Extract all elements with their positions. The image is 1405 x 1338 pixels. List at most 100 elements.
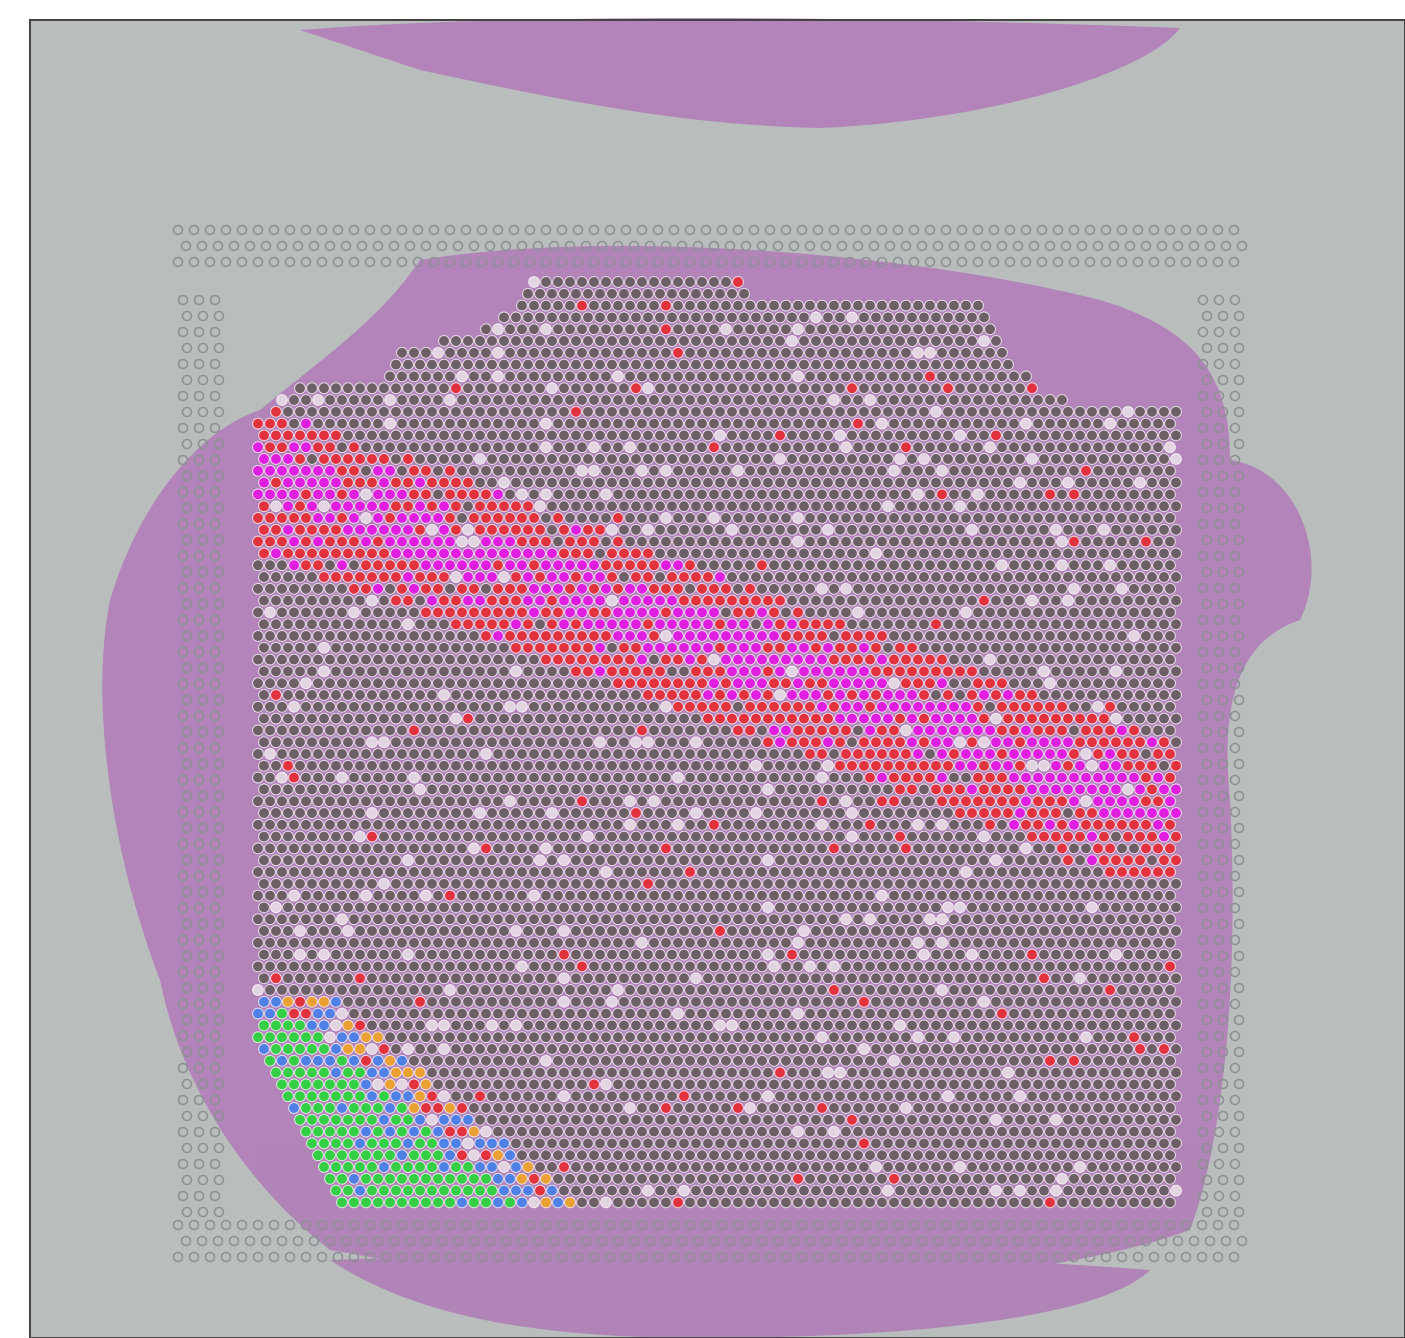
spot [354, 854, 366, 867]
fiducial [1197, 550, 1209, 562]
fiducial [708, 1235, 720, 1247]
spot [924, 913, 936, 926]
spot [426, 830, 438, 843]
spot [1092, 913, 1104, 926]
spot [732, 630, 744, 642]
spot [378, 405, 390, 418]
spot [576, 936, 588, 949]
spot [852, 346, 864, 359]
spot [618, 476, 630, 489]
spot [702, 476, 714, 489]
spot [336, 417, 348, 430]
spot [996, 700, 1008, 713]
spot [774, 523, 786, 536]
spot [1098, 807, 1110, 819]
spot [468, 535, 480, 548]
spot [432, 370, 444, 383]
spot [1110, 689, 1122, 701]
spot [444, 700, 456, 713]
spot [588, 889, 600, 902]
fiducial [1217, 630, 1229, 642]
fiducial [197, 342, 209, 354]
spot [300, 464, 312, 477]
spot [654, 523, 666, 536]
spot [384, 441, 396, 454]
spot [918, 689, 930, 701]
spot [294, 665, 306, 678]
spot [960, 795, 972, 808]
spot [1122, 618, 1134, 631]
spot [618, 618, 630, 631]
spot [978, 476, 990, 489]
spot [480, 606, 492, 619]
spot [330, 689, 342, 701]
spot [408, 795, 420, 808]
spot [1152, 464, 1164, 477]
spot [1044, 795, 1056, 808]
spot [1092, 748, 1104, 760]
fiducial [540, 256, 552, 268]
spot [732, 488, 744, 501]
spot [570, 854, 582, 867]
spot [300, 866, 312, 878]
spot [966, 500, 978, 513]
spot [1140, 582, 1152, 595]
fiducial [460, 1251, 472, 1263]
spot [702, 311, 714, 324]
spot [636, 960, 648, 973]
spot [702, 429, 714, 442]
fiducial [1028, 240, 1040, 252]
fiducial [1233, 1174, 1245, 1186]
spot [642, 287, 654, 300]
spot [300, 417, 312, 430]
fiducial [956, 256, 968, 268]
spot [750, 948, 762, 961]
spot [390, 594, 402, 607]
spot [822, 571, 834, 583]
spot [282, 783, 294, 796]
spot [738, 948, 750, 961]
fiducial [1197, 582, 1209, 594]
fiducial [193, 358, 205, 370]
spot [288, 441, 300, 454]
fiducial [1172, 1235, 1184, 1247]
spot [1116, 606, 1128, 619]
spot [660, 748, 672, 760]
spot [750, 335, 762, 347]
spot [786, 358, 798, 371]
spot [960, 299, 972, 312]
spot [408, 818, 420, 831]
spot [1068, 795, 1080, 808]
spot [636, 535, 648, 548]
fiducial [213, 662, 225, 674]
spot [318, 405, 330, 418]
spot [354, 901, 366, 914]
spot [816, 370, 828, 383]
spot [474, 571, 486, 583]
spot [966, 877, 978, 890]
spot [804, 559, 816, 572]
spot [798, 925, 810, 937]
spot [690, 618, 702, 631]
fiducial [193, 326, 205, 338]
spot [480, 960, 492, 973]
spot [354, 665, 366, 678]
spot [738, 594, 750, 607]
spot [1086, 948, 1098, 961]
spot [516, 559, 528, 572]
spot [834, 877, 846, 890]
spot [492, 394, 504, 406]
spot [300, 960, 312, 973]
fiducial [1217, 342, 1229, 354]
spot [1098, 453, 1110, 465]
spot [894, 429, 906, 442]
spot [774, 689, 786, 701]
spot [678, 594, 690, 607]
spot [1116, 748, 1128, 760]
spot [720, 771, 732, 784]
spot [552, 464, 564, 477]
spot [762, 358, 774, 371]
spot [672, 582, 684, 595]
spot [270, 948, 282, 961]
spot [312, 771, 324, 784]
